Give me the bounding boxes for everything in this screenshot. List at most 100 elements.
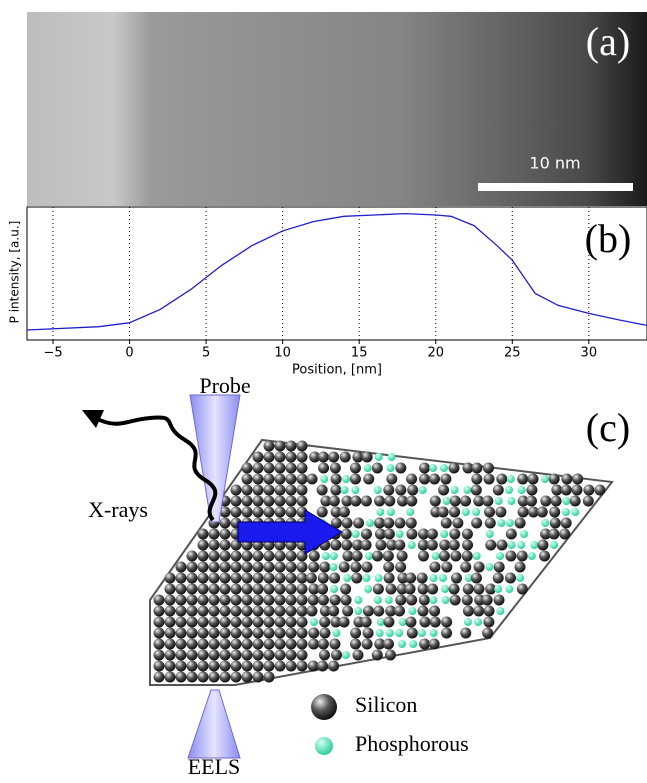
silicon-atom — [350, 463, 361, 474]
silicon-atom — [350, 496, 361, 507]
silicon-atom — [395, 485, 406, 496]
silicon-atom — [438, 485, 449, 496]
phosphorous-atom — [388, 453, 396, 461]
silicon-atom — [275, 584, 286, 595]
silicon-atom — [286, 452, 297, 463]
phosphorous-atom — [430, 574, 438, 582]
silicon-atom — [253, 661, 264, 672]
silicon-atom — [362, 452, 373, 463]
silicon-atom — [526, 485, 537, 496]
silicon-atom — [209, 551, 220, 562]
phosphorous-atom — [497, 519, 505, 527]
eels-label: EELS — [188, 754, 241, 779]
silicon-atom — [405, 573, 416, 584]
silicon-atom — [496, 474, 507, 485]
silicon-atom — [264, 485, 275, 496]
silicon-atom — [570, 496, 581, 507]
silicon-atom — [231, 573, 242, 584]
silicon-atom — [198, 628, 209, 639]
silicon-atom — [297, 650, 308, 661]
silicon-atom — [187, 639, 198, 650]
silicon-atom — [353, 518, 364, 529]
silicon-atom — [253, 672, 264, 683]
silicon-atom — [242, 507, 253, 518]
silicon-atom — [342, 518, 353, 529]
phosphorous-atom — [462, 508, 470, 516]
silicon-atom — [342, 606, 353, 617]
x-axis-label: Position, [nm] — [292, 363, 382, 378]
silicon-atom — [264, 661, 275, 672]
phosphorous-atom — [473, 552, 481, 560]
silicon-atom — [361, 617, 372, 628]
silicon-atom — [418, 606, 429, 617]
silicon-atom — [548, 529, 559, 540]
silicon-atom — [297, 496, 308, 507]
silicon-atom — [494, 562, 505, 573]
silicon-atom — [242, 463, 253, 474]
phosphorous-atom — [432, 552, 440, 560]
silicon-atom — [242, 661, 253, 672]
phosphorous-atom — [562, 497, 570, 505]
silicon-atom — [361, 540, 372, 551]
y-axis-label: P intensity, [a.u.] — [8, 221, 22, 324]
silicon-atom — [198, 650, 209, 661]
silicon-atom — [297, 441, 308, 452]
silicon-atom — [165, 661, 176, 672]
silicon-atom — [331, 474, 342, 485]
phosphorous-atom — [398, 640, 406, 648]
silicon-atom — [286, 584, 297, 595]
silicon-atom — [165, 672, 176, 683]
silicon-atom — [220, 672, 231, 683]
silicon-atom — [220, 518, 231, 529]
silicon-atom — [187, 617, 198, 628]
silicon-atom — [209, 639, 220, 650]
phosphorous-atom — [450, 486, 458, 494]
silicon-atom — [242, 617, 253, 628]
phosphorous-atom — [440, 530, 448, 538]
silicon-atom — [450, 496, 461, 507]
silicon-atom — [339, 562, 350, 573]
silicon-atom — [308, 628, 319, 639]
silicon-atom — [439, 540, 450, 551]
probe-label: Probe — [199, 373, 250, 398]
silicon-atom — [450, 595, 461, 606]
silicon-atom — [231, 595, 242, 606]
silicon-atom — [493, 485, 504, 496]
phosphorous-atom — [364, 585, 372, 593]
silicon-atom — [231, 485, 242, 496]
phosphorous-atom — [550, 541, 558, 549]
silicon-atom — [352, 551, 363, 562]
phosphorous-atom — [516, 574, 524, 582]
silicon-atom — [594, 485, 605, 496]
silicon-atom — [471, 463, 482, 474]
silicon-atom — [198, 529, 209, 540]
silicon-atom — [176, 661, 187, 672]
silicon-atom — [198, 639, 209, 650]
silicon-atom — [429, 474, 440, 485]
silicon-atom — [242, 551, 253, 562]
silicon-atom — [209, 573, 220, 584]
silicon-atom — [395, 595, 406, 606]
silicon-atom — [297, 617, 308, 628]
silicon-atom — [583, 496, 594, 507]
silicon-atom — [253, 562, 264, 573]
xrays-label: X-rays — [88, 497, 148, 522]
phosphorous-atom — [352, 530, 360, 538]
silicon-atom — [220, 595, 231, 606]
silicon-atom — [187, 628, 198, 639]
silicon-atom — [549, 474, 560, 485]
silicon-atom — [297, 463, 308, 474]
silicon-atom — [383, 551, 394, 562]
silicon-atom — [176, 584, 187, 595]
silicon-atom — [485, 518, 496, 529]
silicon-atom — [198, 672, 209, 683]
silicon-atom — [275, 551, 286, 562]
silicon-atom — [297, 562, 308, 573]
silicon-atom — [341, 540, 352, 551]
phosphorous-atom — [386, 629, 394, 637]
silicon-atom — [350, 562, 361, 573]
silicon-atom — [394, 606, 405, 617]
silicon-atom — [505, 573, 516, 584]
silicon-atom — [407, 628, 418, 639]
